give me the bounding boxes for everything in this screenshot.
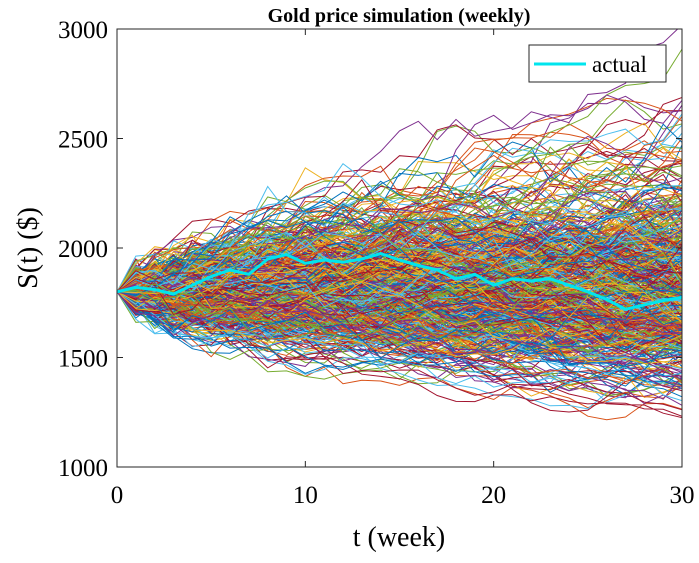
simulated-path bbox=[117, 289, 682, 359]
x-tick-label: 0 bbox=[111, 482, 124, 509]
simulated-path bbox=[117, 287, 682, 353]
simulated-path bbox=[117, 231, 682, 307]
simulated-path bbox=[117, 182, 682, 293]
y-tick-label: 3000 bbox=[58, 17, 108, 44]
simulated-path bbox=[117, 242, 682, 298]
x-tick-label: 10 bbox=[293, 482, 318, 509]
axis-ticks bbox=[116, 28, 683, 468]
x-tick-label: 20 bbox=[481, 482, 506, 509]
simulated-path bbox=[117, 124, 682, 293]
simulated-path bbox=[117, 291, 682, 337]
simulated-path bbox=[117, 267, 682, 348]
simulated-path bbox=[117, 197, 682, 301]
simulated-path bbox=[117, 197, 682, 317]
simulated-path bbox=[117, 275, 682, 322]
simulated-path bbox=[117, 162, 682, 293]
simulated-path bbox=[117, 220, 682, 293]
simulated-path bbox=[117, 285, 682, 354]
simulated-path bbox=[117, 279, 682, 364]
y-tick-label: 2500 bbox=[58, 127, 108, 154]
simulated-path bbox=[117, 216, 682, 297]
simulated-path bbox=[117, 154, 682, 317]
simulated-path bbox=[117, 217, 682, 297]
x-tick-labels: 0 10 20 30 bbox=[111, 482, 695, 509]
simulated-path bbox=[117, 221, 682, 303]
simulated-path bbox=[117, 258, 682, 367]
simulated-path bbox=[117, 123, 682, 293]
series-line-actual bbox=[117, 252, 682, 311]
simulated-path bbox=[117, 186, 682, 316]
x-axis-label: t (week) bbox=[353, 522, 446, 553]
simulated-path bbox=[117, 29, 679, 297]
y-tick-label: 1000 bbox=[58, 455, 108, 482]
simulated-path bbox=[117, 291, 682, 369]
simulated-path bbox=[117, 251, 682, 324]
simulated-paths bbox=[117, 29, 682, 421]
chart-title: Gold price simulation (weekly) bbox=[268, 5, 531, 27]
legend-label-actual: actual bbox=[592, 52, 647, 77]
simulated-path bbox=[117, 199, 682, 308]
y-tick-label: 1500 bbox=[58, 346, 108, 373]
y-axis-label: S(t) ($) bbox=[13, 207, 44, 289]
legend: actual bbox=[528, 44, 667, 83]
simulated-path bbox=[117, 288, 682, 364]
y-tick-label: 2000 bbox=[58, 236, 108, 263]
x-tick-label: 30 bbox=[670, 482, 695, 509]
simulated-path bbox=[117, 289, 682, 346]
simulated-path bbox=[117, 277, 682, 381]
simulated-path bbox=[117, 244, 682, 315]
simulated-path bbox=[117, 279, 682, 411]
simulated-path bbox=[117, 247, 682, 299]
y-tick-labels: 1000 1500 2000 2500 3000 bbox=[58, 17, 108, 482]
actual-series bbox=[117, 252, 682, 311]
simulated-path bbox=[117, 160, 682, 296]
simulated-path bbox=[117, 273, 682, 343]
